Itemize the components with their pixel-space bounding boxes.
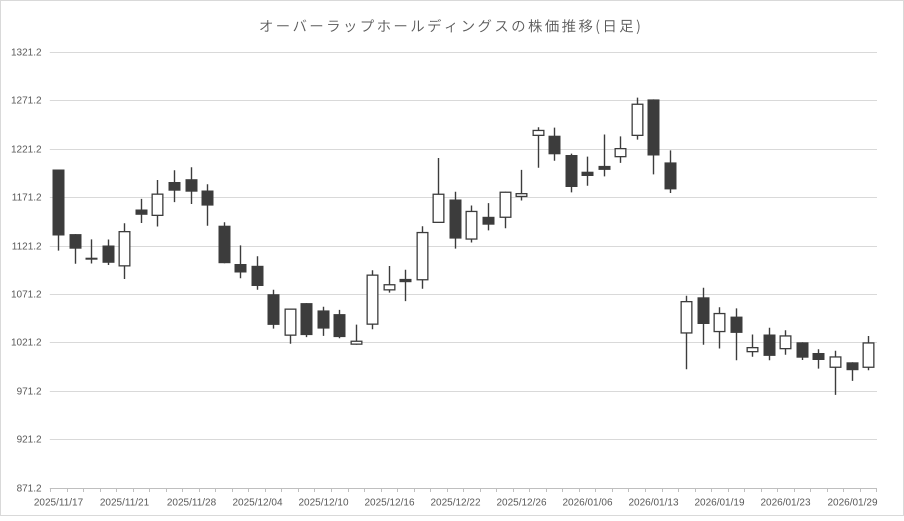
svg-text:921.2: 921.2 — [17, 435, 42, 446]
svg-text:2025/11/21: 2025/11/21 — [100, 497, 150, 508]
svg-text:2025/12/22: 2025/12/22 — [430, 497, 480, 508]
svg-text:1121.2: 1121.2 — [12, 242, 42, 253]
svg-text:2025/11/28: 2025/11/28 — [167, 497, 217, 508]
svg-text:2026/01/06: 2026/01/06 — [562, 497, 612, 508]
svg-text:2025/12/26: 2025/12/26 — [496, 497, 546, 508]
svg-text:2025/12/16: 2025/12/16 — [364, 497, 414, 508]
svg-text:871.2: 871.2 — [17, 484, 42, 495]
svg-text:1321.2: 1321.2 — [11, 48, 42, 59]
svg-text:1071.2: 1071.2 — [11, 290, 42, 301]
svg-text:2026/01/23: 2026/01/23 — [760, 497, 810, 508]
svg-text:1271.2: 1271.2 — [11, 96, 42, 107]
svg-text:2025/12/10: 2025/12/10 — [298, 497, 348, 508]
svg-text:971.2: 971.2 — [17, 387, 42, 398]
svg-text:1021.2: 1021.2 — [11, 338, 42, 349]
svg-text:2026/01/13: 2026/01/13 — [628, 497, 678, 508]
svg-text:2026/01/19: 2026/01/19 — [694, 497, 744, 508]
svg-text:1171.2: 1171.2 — [12, 193, 42, 204]
svg-text:2025/12/04: 2025/12/04 — [232, 497, 282, 508]
svg-text:2026/01/29: 2026/01/29 — [827, 497, 877, 508]
svg-text:1221.2: 1221.2 — [11, 145, 42, 156]
svg-text:2025/11/17: 2025/11/17 — [34, 497, 84, 508]
